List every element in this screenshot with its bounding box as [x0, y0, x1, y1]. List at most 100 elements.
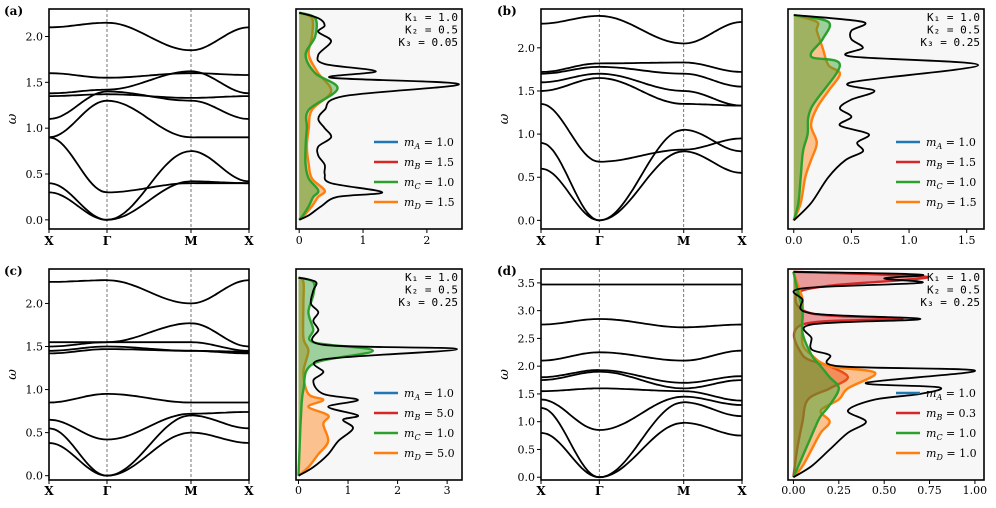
k-point-label: X [536, 484, 546, 498]
dispersion-background [541, 269, 742, 480]
legend-label: mA = 1.0 [926, 136, 976, 151]
y-tick-label: 1.0 [26, 384, 44, 397]
k-point-label: Γ [103, 234, 112, 248]
x-tick-label: 0 [296, 234, 303, 247]
k-point-label: M [184, 234, 197, 248]
parameter-label: K₂ = 0.5 [405, 284, 458, 297]
parameter-label: K₁ = 1.0 [927, 271, 980, 284]
y-tick-label: 0.5 [26, 168, 44, 181]
legend-label: mA = 1.0 [926, 387, 976, 402]
parameter-label: K₃ = 0.25 [920, 36, 980, 49]
dos-curves [792, 13, 980, 222]
dos-frame [295, 268, 463, 481]
dos-md-line [792, 13, 842, 221]
parameter-label: K₂ = 0.5 [927, 24, 980, 37]
y-axis-label: ω [5, 113, 20, 124]
parameter-label: K₂ = 0.5 [405, 24, 458, 37]
y-tick-label: 2.0 [518, 42, 536, 55]
legend-label: mC = 1.0 [926, 176, 976, 191]
k-point-label: Γ [103, 484, 112, 498]
y-tick-label: 0.0 [26, 470, 44, 483]
dos-total-line [298, 276, 458, 477]
k-point-label: X [737, 484, 747, 498]
x-tick-label: 1 [345, 484, 352, 497]
dispersion-frame [48, 268, 250, 481]
dos-mc-line [298, 11, 339, 221]
dispersion-branch [48, 150, 250, 221]
dispersion-branch [540, 395, 743, 431]
legend-label: mD = 5.0 [404, 447, 455, 462]
legend-label: mD = 1.0 [926, 447, 977, 462]
legend-label: mC = 1.0 [404, 176, 454, 191]
dispersion-branch [540, 14, 743, 45]
dispersion-branch [49, 279, 250, 305]
x-tick-label: 2 [423, 234, 430, 247]
parameter-label: K₃ = 0.25 [920, 296, 980, 309]
k-point-label: X [44, 484, 54, 498]
y-tick-label: 3.5 [518, 277, 536, 290]
y-tick-label: 0.5 [518, 171, 536, 184]
dispersion-plot: 0.0 0.5 1.0 1.5 2.0 ω X Γ M X [497, 8, 747, 248]
y-tick-label: 3.0 [518, 305, 536, 318]
dos-frame [787, 8, 985, 230]
legend-label: mC = 1.0 [926, 427, 976, 442]
y-tick-label: 1.0 [26, 122, 44, 135]
dos-mc-line [792, 13, 842, 221]
k-point-label: M [184, 484, 197, 498]
x-tick-label: 0.5 [843, 234, 861, 247]
legend-label: mA = 1.0 [404, 387, 454, 402]
dispersion-branch [540, 61, 743, 73]
x-tick-label: 2 [394, 484, 401, 497]
y-tick-label: 0.0 [518, 471, 536, 484]
x-tick-label: 1.5 [958, 234, 976, 247]
legend-label: mD = 1.5 [926, 196, 977, 211]
panel-letter: (d) [497, 264, 517, 278]
y-tick-label: 1.5 [518, 85, 536, 98]
k-point-label: X [244, 234, 254, 248]
dispersion-branch [48, 392, 249, 404]
legend-label: mB = 0.3 [926, 407, 976, 422]
x-tick-label: 0.25 [827, 484, 852, 497]
k-point-label: M [677, 484, 690, 498]
dispersion-branch [48, 93, 249, 99]
dispersion-branch [540, 318, 743, 329]
dispersion-branch [540, 72, 743, 107]
dos-plot: 0 1 2 K₁ = 1.0K₂ = 0.5K₃ = 0.05 mA = 1.0 mB =… [295, 8, 463, 247]
dispersion-branch [540, 150, 743, 222]
dispersion-branch [540, 401, 743, 479]
k-point-label: Γ [595, 234, 604, 248]
dos-mb-fill [793, 271, 928, 478]
dispersion-plot: 0.0 0.5 1.0 1.5 2.0 ω X Γ M X [5, 268, 254, 498]
y-tick-label: 1.5 [518, 388, 536, 401]
dispersion-branch [540, 103, 743, 163]
dispersion-branch [48, 341, 250, 352]
y-tick-label: 1.0 [518, 128, 536, 141]
dispersion-branch [48, 411, 249, 441]
x-tick-label: 1.00 [963, 484, 988, 497]
y-tick-label: 1.5 [26, 341, 44, 354]
dos-md-fill [793, 271, 876, 478]
x-tick-label: 0.00 [781, 484, 806, 497]
y-tick-label: 2.0 [26, 31, 44, 44]
y-tick-label: 2.5 [518, 332, 536, 345]
dos-total-line [793, 14, 980, 222]
dos-mc-fill [298, 277, 373, 476]
dispersion-branch [540, 421, 743, 479]
dispersion-background [49, 269, 249, 480]
y-tick-label: 0.0 [26, 214, 44, 227]
dos-mc-fill [793, 15, 840, 221]
dispersion-branch [540, 65, 743, 88]
panel-d: 0.0 0.5 1.0 1.5 2.0 2.5 3.0 3.5 ω X Γ M X (d) 0.00 0.25… [497, 264, 987, 498]
dos-md-fill [298, 277, 329, 476]
panel-letter: (a) [4, 4, 23, 18]
dispersion-branch [48, 21, 250, 52]
parameter-label: K₃ = 0.05 [398, 36, 458, 49]
dispersion-branch [48, 70, 250, 95]
parameter-label: K₁ = 1.0 [405, 271, 458, 284]
y-axis-label: ω [5, 369, 20, 380]
dos-curves [298, 11, 460, 221]
y-axis-label: ω [497, 113, 512, 124]
dispersion-branch [540, 77, 742, 107]
dispersion-branch [48, 431, 250, 477]
y-tick-label: 2.0 [26, 297, 44, 310]
